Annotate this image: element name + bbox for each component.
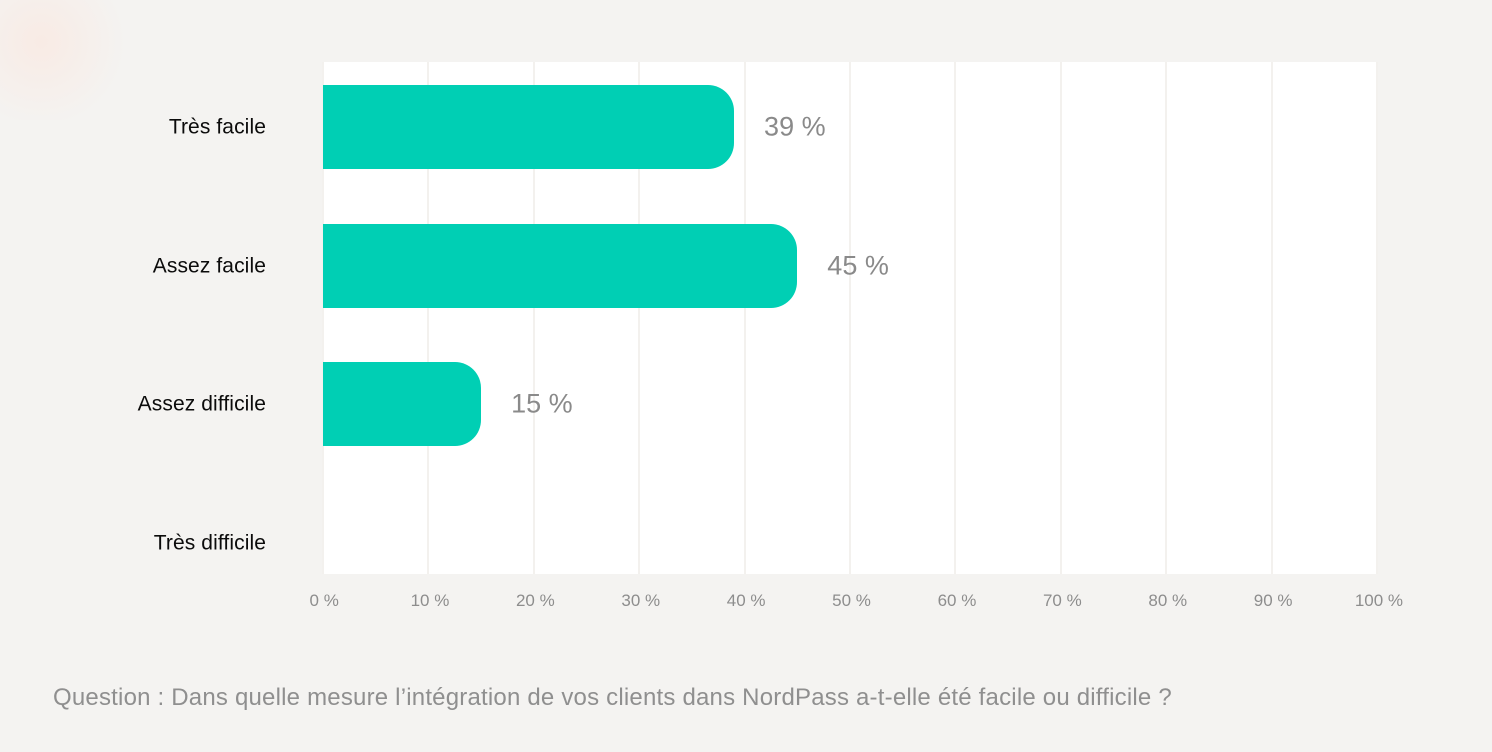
- gridline: [1165, 62, 1168, 574]
- gridline: [743, 62, 746, 574]
- category-label: Assez difficile: [137, 392, 266, 416]
- value-label: 15 %: [511, 388, 573, 419]
- x-axis-tick-label: 60 %: [937, 591, 977, 610]
- x-axis-tick-label: 30 %: [621, 591, 661, 610]
- x-axis-tick-label: 80 %: [1148, 591, 1188, 610]
- gridline: [1270, 62, 1273, 574]
- x-axis-tick-label: 20 %: [515, 591, 555, 610]
- x-axis-tick-label: 90 %: [1253, 591, 1293, 610]
- gridline: [1059, 62, 1062, 574]
- value-label: 45 %: [827, 250, 889, 281]
- gridline: [322, 62, 324, 574]
- x-axis-tick-label: 70 %: [1042, 591, 1082, 610]
- bar: [323, 362, 482, 447]
- x-axis-tick-label: 40 %: [726, 591, 766, 610]
- value-label: 39 %: [764, 111, 826, 142]
- decorative-corner-smudge: [0, 0, 145, 120]
- gridline: [427, 62, 430, 574]
- gridline: [1376, 62, 1378, 574]
- bar: [323, 223, 798, 308]
- x-axis-tick-label: 100 %: [1354, 591, 1404, 610]
- x-axis-tick-label: 50 %: [832, 591, 871, 610]
- plot-area: [322, 62, 1378, 574]
- bar: [323, 85, 735, 169]
- gridline: [638, 62, 641, 574]
- category-label: Très facile: [168, 115, 266, 139]
- x-axis-tick-label: 10 %: [410, 591, 450, 610]
- x-axis-tick-label: 0 %: [309, 591, 339, 610]
- category-label: Très difficile: [153, 531, 266, 555]
- category-label: Assez facile: [152, 254, 266, 278]
- survey-question-caption: Question : Dans quelle mesure l’intégrat…: [53, 684, 1172, 711]
- gridline: [532, 62, 535, 574]
- gridline: [849, 62, 851, 574]
- gridline: [954, 62, 957, 574]
